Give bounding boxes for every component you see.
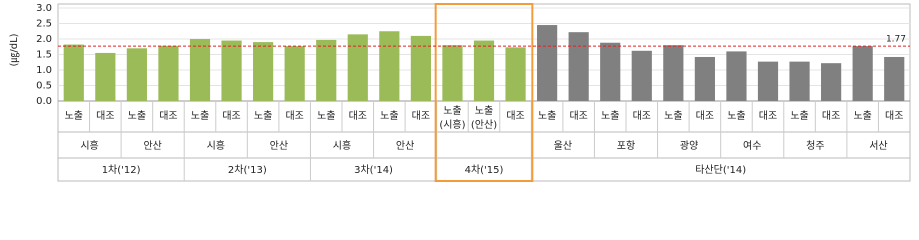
x-tick-label: 노출 <box>727 110 745 122</box>
highlight-box <box>434 3 534 182</box>
region-label: 안산 <box>143 140 161 152</box>
bar <box>253 42 274 101</box>
bar <box>95 52 116 101</box>
y-tick-label: 2.0 <box>36 34 52 45</box>
region-label: 시흥 <box>80 139 98 152</box>
y-tick-label: 0.5 <box>36 81 52 92</box>
group-label: 3차('14) <box>354 164 393 176</box>
region-label: 안산 <box>396 140 414 152</box>
group-label: 1차('12) <box>102 164 141 176</box>
bar <box>789 61 810 101</box>
region-label: 청주 <box>806 140 824 152</box>
x-tick-label: 대조 <box>759 110 777 122</box>
region-label: 울산 <box>554 140 572 152</box>
bar <box>63 44 84 101</box>
y-tick-label: 1.0 <box>36 65 52 76</box>
bar <box>631 50 652 101</box>
bar <box>600 42 621 101</box>
bar <box>884 56 905 101</box>
x-tick-label-line: (안산) <box>471 119 497 131</box>
y-tick-label: 2.5 <box>36 19 52 30</box>
region-label: 안산 <box>270 140 288 152</box>
x-tick-label: 대조 <box>159 110 177 122</box>
bar <box>126 48 147 101</box>
bar <box>189 39 211 101</box>
bar <box>568 32 589 101</box>
x-tick-label: 대조 <box>349 110 367 122</box>
x-tick-label: 대조 <box>412 110 430 122</box>
bar <box>410 35 431 101</box>
region-label: 서산 <box>869 140 887 152</box>
x-tick-label: 노출 <box>538 110 556 122</box>
bar <box>379 31 400 101</box>
region-label: 여수 <box>743 140 761 152</box>
bar <box>694 56 715 101</box>
bar <box>821 63 842 101</box>
x-tick-label: 대조 <box>822 110 840 122</box>
bar <box>473 40 495 101</box>
x-tick-label: 노출 (시흥) <box>439 105 465 131</box>
y-tick-label: 0.0 <box>36 96 52 107</box>
x-tick-label: 대조 <box>633 110 651 122</box>
region-label: 시흥 <box>333 139 351 152</box>
region-label: 시흥 <box>207 139 225 152</box>
x-tick-label: 대조 <box>569 110 587 122</box>
x-tick-label: 노출 <box>790 110 808 122</box>
x-tick-label: 노출 <box>254 110 272 122</box>
y-axis-label: (㎍/dL) <box>9 33 20 66</box>
bar <box>505 47 526 101</box>
x-tick-label: 노출 <box>601 110 619 122</box>
group-label: 4차('15) <box>465 164 504 176</box>
bar <box>442 45 463 101</box>
region-label: 광양 <box>680 140 698 152</box>
bar <box>663 45 684 101</box>
bar <box>284 46 305 101</box>
bar <box>158 45 179 101</box>
y-tick-label: 3.0 <box>36 3 52 14</box>
x-tick-label: 대조 <box>696 110 714 122</box>
x-tick-label: 대조 <box>506 110 524 122</box>
x-tick-label: 대조 <box>222 110 240 122</box>
bar <box>316 39 337 101</box>
x-tick-label: 노출 <box>317 110 335 122</box>
region-label: 포항 <box>617 140 635 152</box>
group-label: 타산단('14) <box>695 164 746 176</box>
y-tick-label: 1.5 <box>36 50 52 61</box>
x-tick-label: 노출 <box>191 110 209 122</box>
x-tick-label: 노출 <box>65 110 83 122</box>
group-label: 2차('13) <box>228 164 267 176</box>
bar <box>726 51 747 101</box>
x-tick-label: 노출 <box>380 110 398 122</box>
x-tick-label: 노출 <box>128 110 146 122</box>
x-tick-label: 대조 <box>885 110 903 122</box>
bar <box>852 46 873 101</box>
x-tick-label: 노출 (안산) <box>471 105 497 131</box>
x-tick-label: 노출 <box>853 110 871 122</box>
x-tick-label: 대조 <box>285 110 303 122</box>
x-tick-label-line: 노출 <box>475 105 493 117</box>
x-tick-label: 노출 <box>664 110 682 122</box>
x-tick-label: 대조 <box>96 110 114 122</box>
bar <box>347 34 368 101</box>
x-tick-label-line: (시흥) <box>439 118 465 131</box>
reference-label: 1.77 <box>886 35 906 45</box>
bar <box>221 40 242 101</box>
x-tick-label-line: 노출 <box>443 105 461 117</box>
bar <box>757 61 779 101</box>
bar <box>537 25 558 101</box>
